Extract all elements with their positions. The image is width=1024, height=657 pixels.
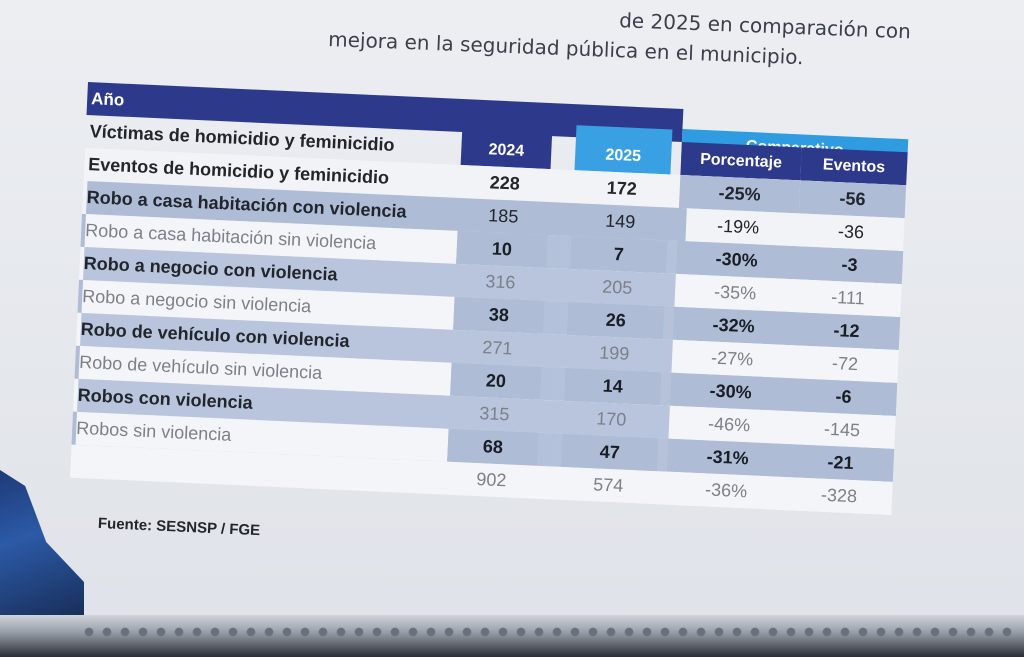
cell-2024: 902 bbox=[475, 469, 507, 491]
year-header-label: Año bbox=[90, 89, 125, 110]
cell-2024: 10 bbox=[456, 230, 548, 268]
cell-pct: -31% bbox=[666, 438, 789, 478]
cell-pct: -27% bbox=[671, 339, 793, 379]
cell-evt: -328 bbox=[785, 477, 893, 515]
cell-pct: -36% bbox=[665, 471, 787, 511]
cell-2024: 68 bbox=[447, 428, 539, 466]
cell-pct: -46% bbox=[668, 405, 790, 445]
cell-evt: -56 bbox=[798, 180, 907, 219]
cell-2024: 271 bbox=[481, 337, 513, 359]
cell-evt: -3 bbox=[795, 246, 904, 285]
cell-2025: 7 bbox=[570, 236, 668, 274]
cell-2024: 315 bbox=[478, 403, 510, 425]
cell-2025: 47 bbox=[561, 433, 659, 472]
cell-2025: 199 bbox=[598, 342, 630, 364]
cell-2025: 26 bbox=[567, 302, 665, 340]
cell-2025: 149 bbox=[604, 210, 636, 232]
cell-2025: 574 bbox=[592, 474, 624, 496]
col-2024-header: 2024 bbox=[460, 120, 553, 170]
intro-text: de 2025 en comparación con mejora en la … bbox=[328, 0, 1010, 80]
cell-evt: -21 bbox=[786, 444, 895, 482]
cell-pct: -30% bbox=[675, 240, 798, 280]
cell-2025: 172 bbox=[606, 177, 638, 199]
crime-table: Víctimas de homicidio y feminicidio 2024… bbox=[70, 115, 908, 515]
cell-pct: -32% bbox=[672, 306, 795, 346]
cell-2025: 170 bbox=[595, 408, 627, 430]
cell-evt: -72 bbox=[791, 345, 899, 384]
cell-2024: 228 bbox=[489, 172, 521, 194]
cell-2024: 185 bbox=[487, 205, 519, 227]
decorative-dots bbox=[80, 625, 1020, 639]
cell-pct: -19% bbox=[716, 215, 760, 238]
cell-evt: -36 bbox=[837, 221, 865, 243]
cell-2025: 14 bbox=[564, 367, 662, 406]
cell-2025: 205 bbox=[601, 276, 633, 298]
cell-evt: -111 bbox=[794, 279, 902, 318]
cell-evt: -145 bbox=[788, 411, 896, 449]
screen-bottom-bezel bbox=[0, 615, 1024, 657]
crime-table-slide: Año Comparativo Víctimas de homicidio y … bbox=[67, 82, 937, 580]
col-2025-header: 2025 bbox=[574, 125, 673, 175]
cell-evt: -12 bbox=[792, 312, 901, 351]
cell-pct: -35% bbox=[674, 273, 796, 313]
col-pct-header: Porcentaje bbox=[680, 142, 802, 181]
cell-pct: -30% bbox=[669, 372, 792, 412]
cell-evt: -6 bbox=[789, 378, 898, 416]
source-note: Fuente: SESNSP / FGE bbox=[97, 514, 261, 540]
cell-pct: -25% bbox=[678, 174, 801, 214]
cell-2024: 316 bbox=[484, 271, 516, 293]
cell-2024: 20 bbox=[450, 362, 542, 400]
col-evt-header: Eventos bbox=[800, 147, 908, 186]
cell-2024: 38 bbox=[453, 296, 545, 334]
